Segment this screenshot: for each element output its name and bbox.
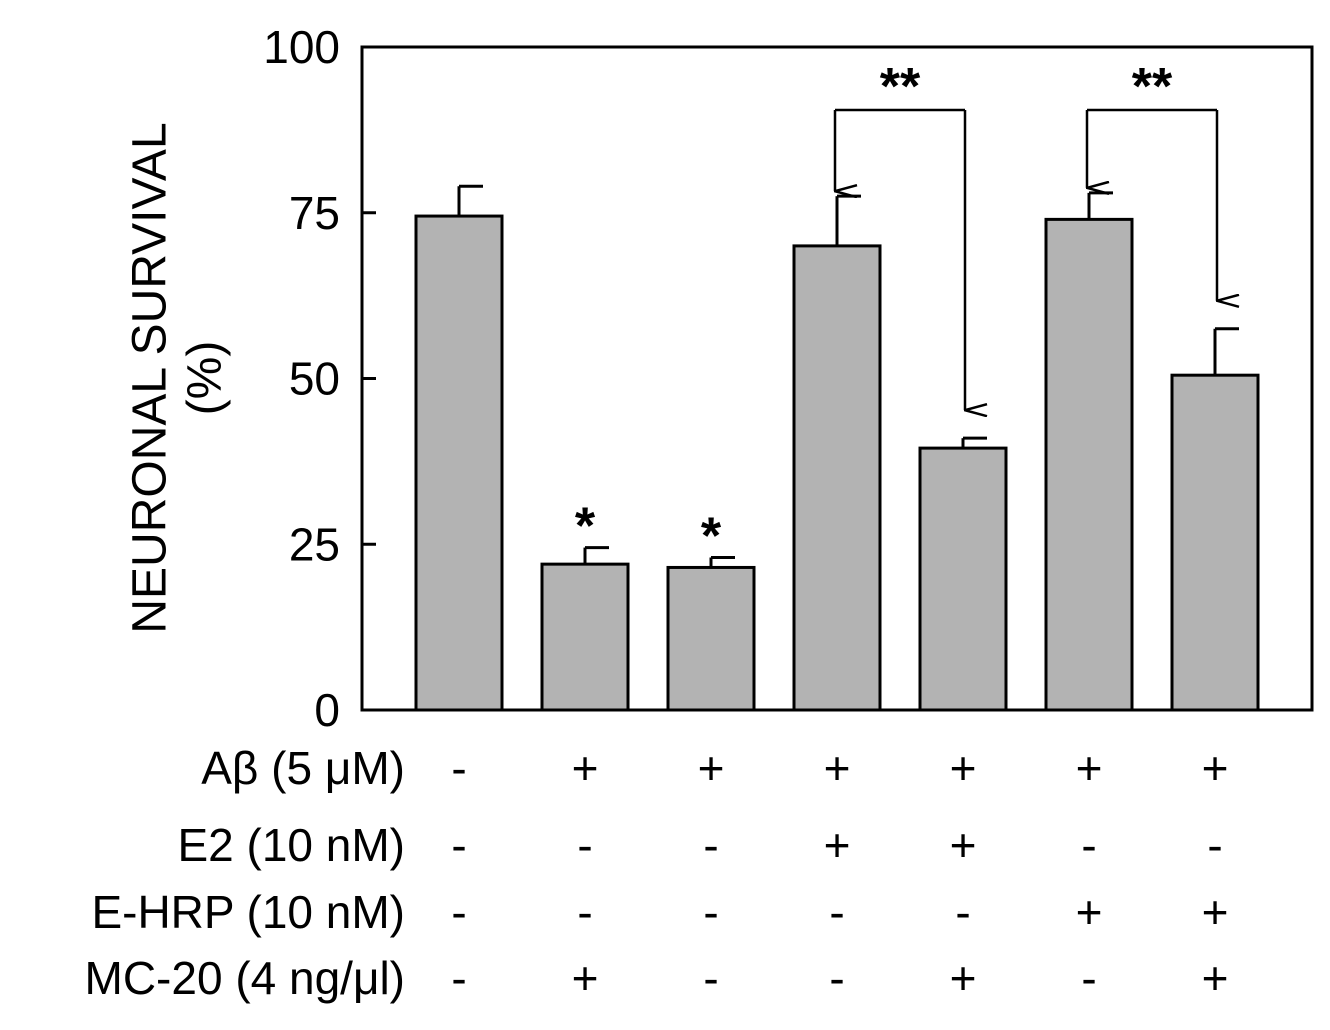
bar: [414, 214, 504, 712]
y-axis-title-line: (%): [179, 341, 232, 416]
condition-row-label: E2 (10 nM): [177, 819, 405, 871]
condition-cell: -: [703, 886, 718, 938]
bar: [792, 244, 882, 712]
condition-cell: -: [1207, 819, 1222, 871]
condition-cell: -: [955, 886, 970, 938]
condition-cell: +: [572, 952, 599, 1004]
y-axis-ticks: 0 25 50 75 100: [263, 21, 376, 736]
condition-cell: +: [950, 819, 977, 871]
condition-cell: +: [824, 742, 851, 794]
y-tick-label: 25: [289, 518, 340, 570]
condition-cell: -: [451, 819, 466, 871]
y-tick-label: 50: [289, 353, 340, 405]
bar: [918, 446, 1008, 712]
significance-star: *: [575, 498, 596, 556]
condition-cell: -: [451, 952, 466, 1004]
condition-cell: +: [1076, 886, 1103, 938]
condition-cell: -: [577, 886, 592, 938]
condition-cell: +: [1202, 742, 1229, 794]
condition-cell: -: [703, 819, 718, 871]
condition-cell: +: [950, 742, 977, 794]
plot-frame: [360, 45, 1314, 712]
y-axis-title-line: NEURONAL SURVIVAL: [124, 122, 177, 633]
condition-cell: -: [451, 886, 466, 938]
condition-table: Aβ (5 μM) - + + + + + +E2 (10 nM) - - - + + - -E-HRP (…: [85, 742, 1229, 1004]
bar: [666, 565, 756, 712]
y-tick-label: 0: [314, 684, 340, 736]
condition-cell: -: [577, 819, 592, 871]
bar: [1170, 373, 1260, 712]
condition-row-label: Aβ (5 μM): [201, 742, 405, 794]
condition-cell: +: [1202, 952, 1229, 1004]
comparison-label: **: [1132, 58, 1173, 116]
bar: [1044, 217, 1134, 712]
condition-cell: -: [1081, 819, 1096, 871]
y-tick-label: 100: [263, 21, 340, 73]
condition-cell: -: [451, 742, 466, 794]
bar: [540, 562, 630, 712]
condition-cell: -: [703, 952, 718, 1004]
condition-cell: +: [950, 952, 977, 1004]
bars: [414, 214, 1260, 712]
condition-cell: +: [1076, 742, 1103, 794]
condition-cell: -: [829, 952, 844, 1004]
condition-cell: +: [824, 819, 851, 871]
significance-star: *: [701, 508, 722, 566]
condition-cell: +: [1202, 886, 1229, 938]
y-tick-label: 75: [289, 187, 340, 239]
condition-cell: -: [829, 886, 844, 938]
significance-annotations: * *** **: [575, 58, 1217, 566]
y-axis-label: NEURONAL SURVIVAL (%): [124, 122, 232, 633]
comparison-label: **: [880, 58, 921, 116]
condition-cell: +: [698, 742, 725, 794]
condition-row-label: E-HRP (10 nM): [91, 886, 405, 938]
condition-cell: -: [1081, 952, 1096, 1004]
condition-cell: +: [572, 742, 599, 794]
condition-row-label: MC-20 (4 ng/μl): [85, 952, 405, 1004]
